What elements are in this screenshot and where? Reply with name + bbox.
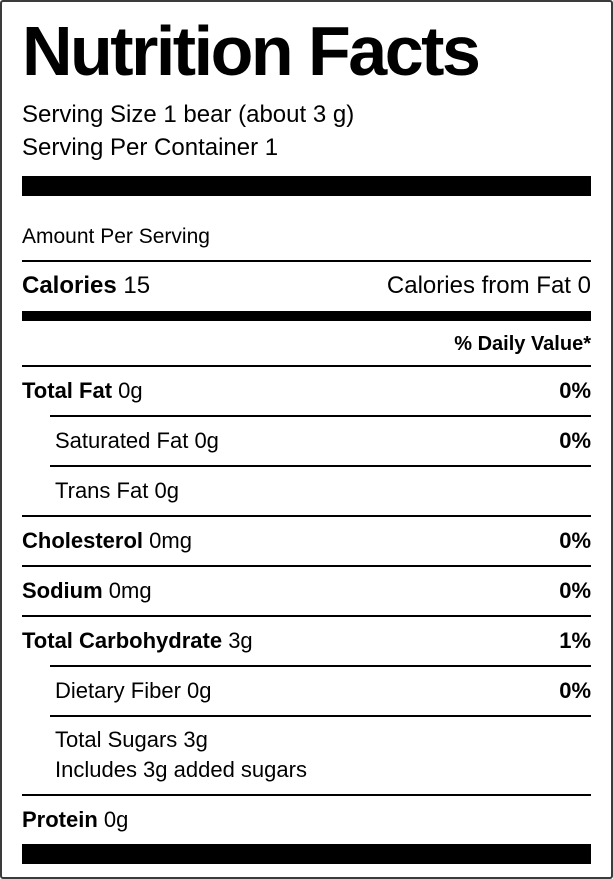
thick-rule-top [22, 176, 591, 196]
calories-from-fat: Calories from Fat 0 [387, 272, 591, 299]
serving-size: Serving Size 1 bear (about 3 g) [22, 101, 355, 128]
daily-value: 1% [559, 628, 591, 653]
row-dietary-fiber: Dietary Fiber 0g 0% [22, 667, 591, 715]
nutrient: Dietary Fiber 0g [55, 678, 212, 704]
nutrient: Total Carbohydrate 3g [22, 628, 253, 654]
daily-value: 0% [559, 428, 591, 453]
nutrient: Protein 0g [22, 807, 128, 833]
daily-value: 0% [559, 528, 591, 553]
thick-rule-bottom [22, 844, 591, 864]
calories-label: Calories [22, 272, 117, 299]
nutrient-amount: 0mg [149, 528, 192, 553]
nutrient: Saturated Fat 0g [55, 428, 219, 454]
nutrient: Total Fat 0g [22, 378, 143, 404]
added-sugars-line: Includes 3g added sugars [55, 757, 307, 782]
divider [50, 415, 591, 417]
row-trans-fat: Trans Fat 0g [22, 467, 591, 515]
nutrient: Sodium 0mg [22, 578, 152, 604]
calories-row: Calories 15 Calories from Fat 0 [22, 262, 591, 311]
nutrient-name: Total Fat [22, 378, 113, 403]
row-sodium: Sodium 0mg 0% [22, 567, 591, 615]
divider [50, 715, 591, 717]
daily-value-header: % Daily Value* [22, 321, 591, 367]
nutrient-amount: 3g [228, 628, 253, 653]
calories-from-fat-value: 0 [577, 272, 591, 299]
calories-value: 15 [123, 272, 151, 299]
nutrient-amount: 0g [194, 428, 219, 453]
row-cholesterol: Cholesterol 0mg 0% [22, 517, 591, 565]
nutrient-name: Dietary Fiber [55, 678, 181, 703]
daily-value: 0% [559, 578, 591, 603]
nutrient-amount: 0g [118, 378, 143, 403]
nutrient-name: Sodium [22, 578, 103, 603]
nutrient-name: Cholesterol [22, 528, 144, 553]
nutrient-amount: 3g [183, 727, 208, 752]
nutrient: Trans Fat 0g [55, 478, 179, 504]
daily-value: 0% [559, 678, 591, 703]
servings-per-container: Serving Per Container 1 [22, 134, 279, 161]
divider [22, 515, 591, 517]
row-total-fat: Total Fat 0g 0% [22, 367, 591, 415]
nutrient-name: Saturated Fat [55, 428, 189, 453]
nutrient-amount: 0g [103, 807, 129, 832]
divider [22, 615, 591, 617]
total-sugars-line: Total Sugars 3g [55, 725, 591, 755]
row-total-carbohydrate: Total Carbohydrate 3g 1% [22, 617, 591, 665]
row-total-sugars: Total Sugars 3g Includes 3g added sugars [22, 717, 591, 794]
divider [50, 665, 591, 667]
amount-per-serving: Amount Per Serving [22, 196, 591, 262]
nutrient: Cholesterol 0mg [22, 528, 192, 554]
nutrient-name: Trans Fat [55, 478, 149, 503]
nutrient-name: Total Sugars [55, 727, 178, 752]
row-protein: Protein 0g [22, 796, 591, 844]
divider [50, 465, 591, 467]
divider [22, 794, 591, 796]
nutrient-amount: 0g [154, 478, 179, 503]
nutrient-name: Total Carbohydrate [22, 628, 223, 653]
label-title: Nutrition Facts [22, 12, 481, 90]
thick-rule-calories [22, 311, 591, 321]
nutrient-name: Protein [22, 807, 98, 832]
daily-value: 0% [559, 378, 591, 403]
nutrient-amount: 0mg [108, 578, 152, 603]
calories-from-fat-label: Calories from Fat [386, 272, 571, 299]
row-saturated-fat: Saturated Fat 0g 0% [22, 417, 591, 465]
calories-left: Calories 15 [22, 272, 150, 299]
nutrient-amount: 0g [187, 678, 212, 703]
serving-info: Serving Size 1 bear (about 3 g) Serving … [22, 98, 591, 164]
divider [22, 565, 591, 567]
